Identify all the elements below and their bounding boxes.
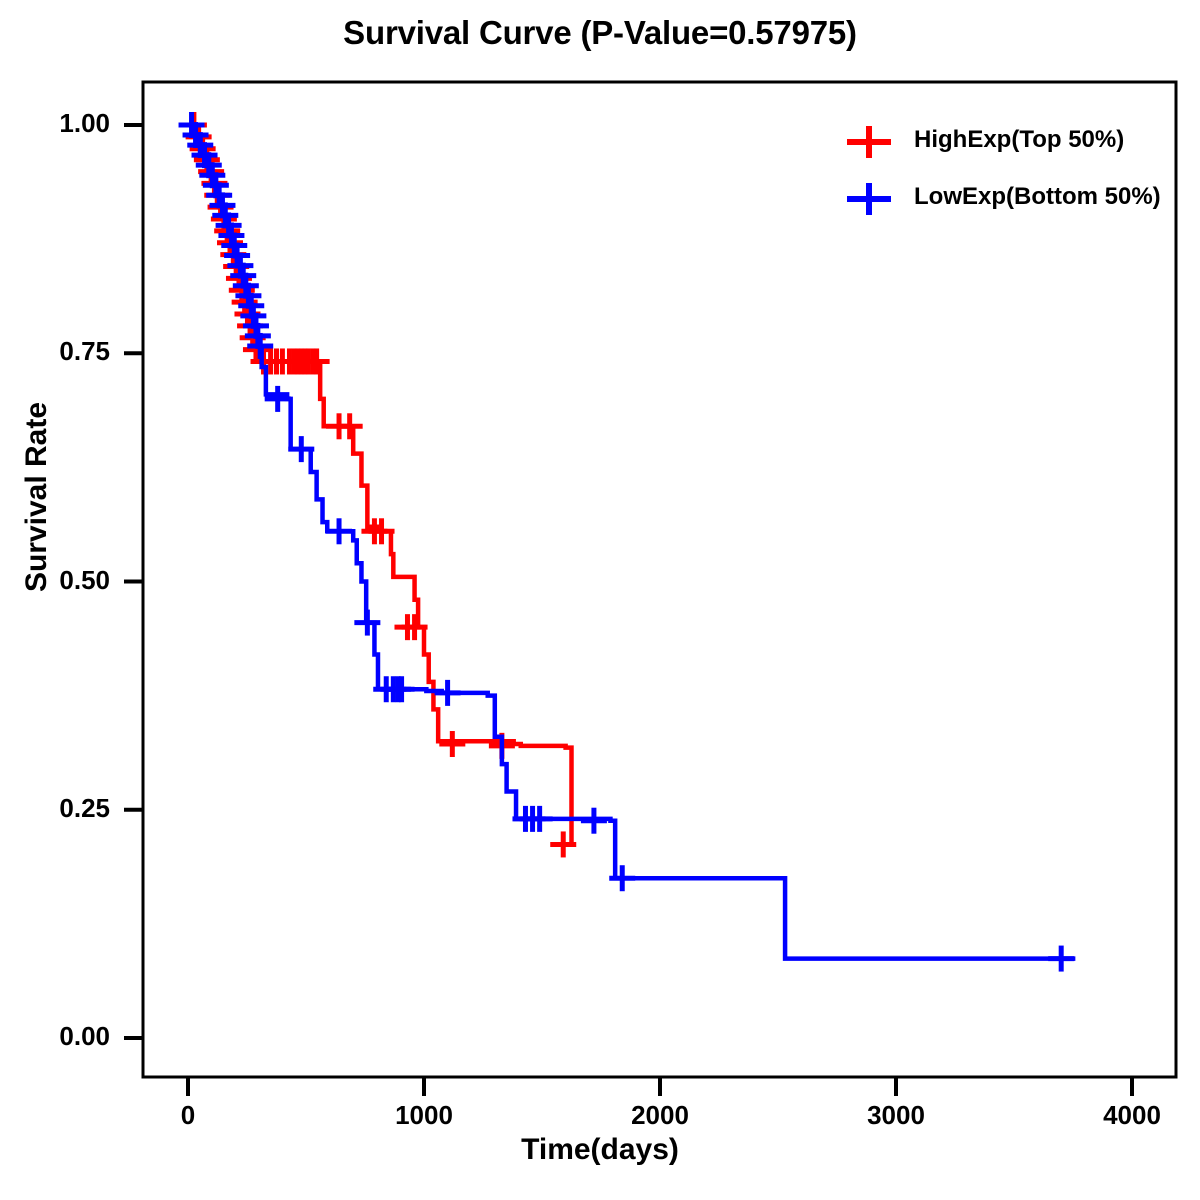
plot-frame xyxy=(141,80,1178,1079)
censor-marks-lowexp xyxy=(178,112,1075,972)
y-tick-label-0.50: 0.50 xyxy=(59,564,110,595)
y-axis-ticks xyxy=(124,123,142,1040)
chart-title: Survival Curve (P-Value=0.57975) xyxy=(343,14,857,51)
x-tick-label-1000: 1000 xyxy=(395,1100,453,1130)
x-tick-label-0: 0 xyxy=(180,1100,196,1130)
x-axis-ticks xyxy=(186,1078,1134,1096)
y-tick-label-0.75: 0.75 xyxy=(59,336,110,367)
x-tick-label-4000: 4000 xyxy=(1103,1100,1161,1130)
y-tick-label-0.00: 0.00 xyxy=(59,1021,110,1051)
y-tick-label-1.00: 1.00 xyxy=(59,108,110,138)
legend-label-highexp: HighExp(Top 50%) xyxy=(914,126,1125,153)
x-axis-title: Time(days) xyxy=(521,1133,679,1166)
x-tick-label-3000: 3000 xyxy=(867,1100,925,1130)
y-tick-label-0.25: 0.25 xyxy=(59,792,110,823)
x-tick-label-2000: 2000 xyxy=(631,1100,689,1130)
legend-markers xyxy=(847,126,891,215)
legend-label-lowexp: LowExp(Bottom 50%) xyxy=(914,183,1161,210)
series-group xyxy=(178,112,1076,972)
